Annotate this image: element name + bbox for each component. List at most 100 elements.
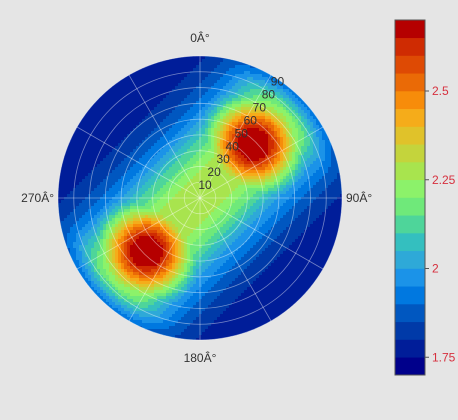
contour-cell — [163, 173, 167, 177]
contour-cell — [280, 176, 284, 180]
contour-cell — [64, 179, 68, 183]
contour-cell — [151, 77, 155, 81]
contour-cell — [157, 239, 161, 243]
contour-cell — [262, 230, 266, 234]
contour-cell — [325, 218, 329, 222]
contour-cell — [322, 170, 326, 174]
contour-cell — [286, 182, 290, 186]
contour-cell — [208, 143, 212, 147]
contour-cell — [145, 92, 149, 96]
contour-cell — [163, 158, 167, 162]
contour-cell — [133, 149, 137, 153]
contour-cell — [160, 98, 164, 102]
contour-cell — [115, 98, 119, 102]
contour-cell — [325, 233, 329, 237]
contour-cell — [322, 224, 326, 228]
contour-cell — [208, 86, 212, 90]
contour-cell — [223, 80, 227, 84]
contour-cell — [304, 155, 308, 159]
contour-cell — [124, 146, 128, 150]
contour-cell — [151, 131, 155, 135]
contour-cell — [205, 227, 209, 231]
contour-cell — [316, 215, 320, 219]
contour-cell — [85, 164, 89, 168]
contour-cell — [64, 224, 68, 228]
contour-cell — [211, 194, 215, 198]
contour-cell — [148, 170, 152, 174]
contour-cell — [199, 104, 203, 108]
contour-cell — [235, 80, 239, 84]
contour-cell — [133, 167, 137, 171]
contour-cell — [172, 119, 176, 123]
contour-cell — [169, 161, 173, 165]
contour-cell — [241, 158, 245, 162]
contour-cell — [130, 83, 134, 87]
contour-cell — [235, 191, 239, 195]
contour-cell — [91, 113, 95, 117]
contour-cell — [184, 68, 188, 72]
contour-cell — [73, 155, 77, 159]
contour-cell — [85, 215, 89, 219]
contour-cell — [220, 59, 224, 63]
contour-cell — [82, 119, 86, 123]
contour-cell — [250, 224, 254, 228]
contour-cell — [277, 122, 281, 126]
contour-cell — [322, 215, 326, 219]
contour-cell — [175, 155, 179, 159]
contour-cell — [277, 89, 281, 93]
contour-cell — [106, 206, 110, 210]
contour-cell — [211, 215, 215, 219]
contour-cell — [199, 56, 203, 60]
contour-cell — [277, 98, 281, 102]
contour-cell — [304, 131, 308, 135]
contour-cell — [196, 236, 200, 240]
contour-cell — [58, 176, 62, 180]
contour-cell — [82, 152, 86, 156]
contour-cell — [331, 206, 335, 210]
contour-cell — [187, 80, 191, 84]
contour-cell — [160, 218, 164, 222]
contour-cell — [178, 92, 182, 96]
contour-cell — [175, 206, 179, 210]
contour-cell — [196, 59, 200, 63]
contour-cell — [295, 185, 299, 189]
contour-cell — [58, 185, 62, 189]
contour-cell — [322, 233, 326, 237]
contour-cell — [310, 200, 314, 204]
contour-cell — [331, 203, 335, 207]
contour-cell — [118, 233, 122, 237]
contour-cell — [169, 209, 173, 213]
contour-cell — [205, 119, 209, 123]
contour-cell — [142, 170, 146, 174]
contour-cell — [94, 155, 98, 159]
contour-cell — [238, 200, 242, 204]
contour-cell — [307, 191, 311, 195]
contour-cell — [169, 59, 173, 63]
contour-cell — [256, 236, 260, 240]
contour-cell — [193, 227, 197, 231]
contour-cell — [277, 203, 281, 207]
contour-cell — [208, 59, 212, 63]
contour-cell — [244, 80, 248, 84]
contour-cell — [241, 113, 245, 117]
contour-cell — [163, 170, 167, 174]
contour-cell — [118, 143, 122, 147]
contour-cell — [139, 86, 143, 90]
contour-cell — [157, 71, 161, 75]
contour-cell — [268, 236, 272, 240]
contour-cell — [265, 146, 269, 150]
contour-cell — [250, 233, 254, 237]
contour-cell — [259, 71, 263, 75]
contour-cell — [121, 233, 125, 237]
contour-cell — [262, 233, 266, 237]
contour-cell — [331, 230, 335, 234]
contour-cell — [136, 182, 140, 186]
contour-cell — [118, 113, 122, 117]
contour-cell — [271, 227, 275, 231]
contour-cell — [166, 221, 170, 225]
contour-cell — [268, 146, 272, 150]
contour-cell — [271, 77, 275, 81]
contour-cell — [73, 161, 77, 165]
contour-cell — [292, 236, 296, 240]
contour-cell — [91, 116, 95, 120]
